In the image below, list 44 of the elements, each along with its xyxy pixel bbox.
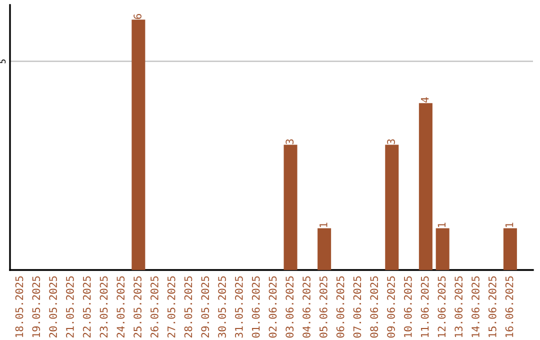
data-label: 1 bbox=[505, 222, 514, 228]
data-label: 1 bbox=[438, 222, 446, 228]
bar bbox=[385, 144, 399, 270]
data-label: 4 bbox=[421, 97, 429, 103]
x-tick-label: 14.06.2025 bbox=[472, 276, 480, 338]
x-tick-label: 25.05.2025 bbox=[134, 276, 142, 338]
x-tick-label: 11.06.2025 bbox=[420, 276, 429, 338]
x-tick-label: 08.06.2025 bbox=[370, 276, 378, 338]
bar bbox=[503, 228, 517, 270]
x-tick-label: 24.05.2025 bbox=[116, 276, 125, 338]
x-tick-label: 19.05.2025 bbox=[32, 276, 40, 338]
x-tick-label: 12.06.2025 bbox=[438, 276, 446, 338]
x-tick-label: 15.06.2025 bbox=[488, 276, 496, 338]
x-tick-label: 27.05.2025 bbox=[167, 276, 176, 338]
x-tick-label: 09.06.2025 bbox=[387, 276, 395, 338]
data-label: 3 bbox=[387, 139, 395, 144]
x-tick-label: 22.05.2025 bbox=[82, 276, 91, 338]
data-label: 1 bbox=[320, 222, 328, 228]
x-tick-label: 20.05.2025 bbox=[49, 276, 57, 338]
x-tick-label: 29.05.2025 bbox=[201, 276, 210, 338]
x-tick-label: 06.06.2025 bbox=[336, 276, 344, 338]
bar bbox=[318, 228, 332, 270]
bar bbox=[132, 20, 146, 270]
x-tick-label: 21.05.2025 bbox=[66, 276, 74, 338]
x-tick-label: 05.06.2025 bbox=[319, 276, 328, 338]
x-tick-label: 02.06.2025 bbox=[268, 276, 277, 338]
x-tick-label: 13.06.2025 bbox=[454, 276, 463, 338]
x-tick-label: 07.06.2025 bbox=[353, 276, 362, 338]
x-tick-label: 16.06.2025 bbox=[505, 276, 514, 338]
x-tick-label: 30.05.2025 bbox=[218, 276, 226, 338]
data-label: 6 bbox=[134, 14, 142, 19]
bar bbox=[436, 228, 450, 270]
x-tick-label: 28.05.2025 bbox=[184, 276, 192, 338]
x-tick-label: 04.06.2025 bbox=[302, 276, 310, 338]
x-tick-label: 26.05.2025 bbox=[150, 276, 158, 338]
x-tick-label: 03.06.2025 bbox=[286, 276, 294, 338]
x-tick-label: 31.05.2025 bbox=[234, 276, 243, 338]
data-label: 3 bbox=[286, 139, 294, 144]
bar bbox=[284, 144, 298, 270]
bar bbox=[418, 103, 432, 270]
x-tick-label: 23.05.2025 bbox=[100, 276, 108, 338]
x-tick-label: 01.06.2025 bbox=[252, 276, 260, 338]
x-tick-label: 10.06.2025 bbox=[404, 276, 412, 338]
x-tick-label: 18.05.2025 bbox=[15, 276, 24, 338]
